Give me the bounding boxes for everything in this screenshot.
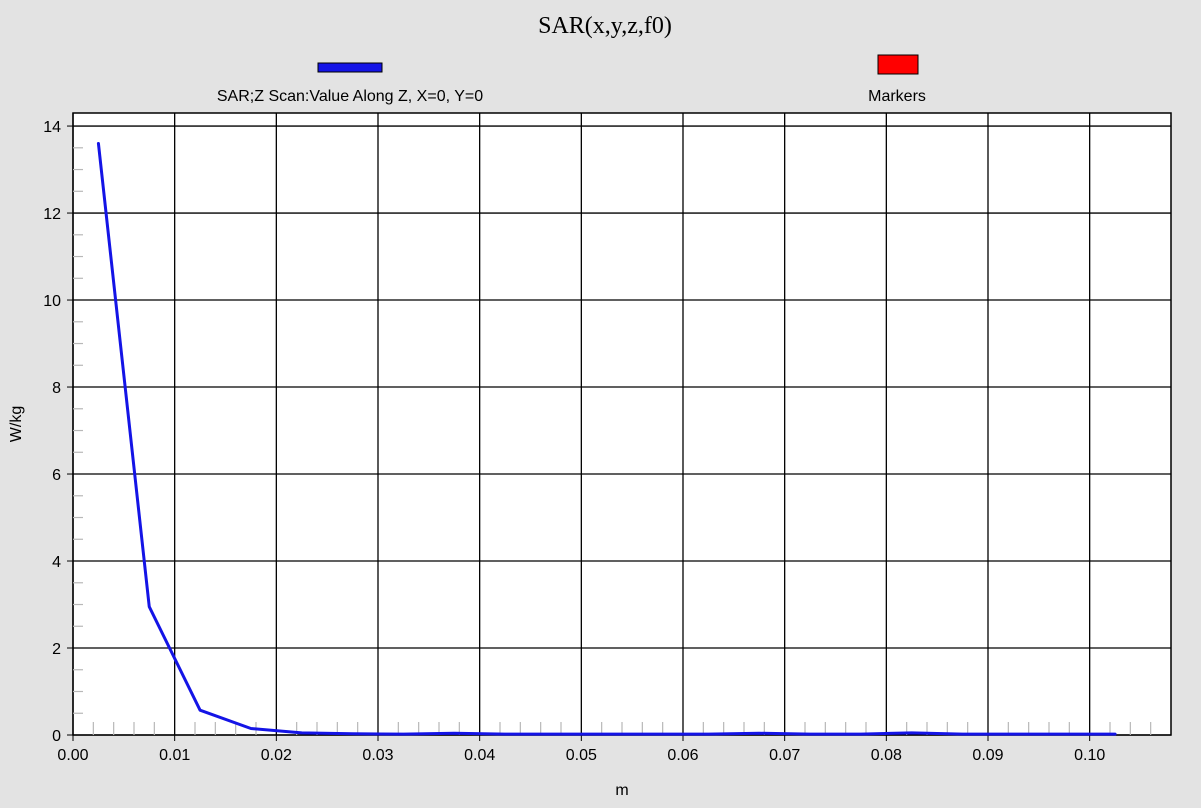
legend-label-series-1: SAR;Z Scan:Value Along Z, X=0, Y=0 [217,88,483,105]
y-tick-label: 6 [52,467,61,484]
x-tick-label: 0.01 [159,747,190,764]
x-tick-label: 0.02 [261,747,292,764]
legend: SAR;Z Scan:Value Along Z, X=0, Y=0 Marke… [217,55,926,105]
x-tick-label: 0.04 [464,747,495,764]
x-tick-label: 0.10 [1074,747,1105,764]
y-tick-label: 4 [52,554,61,571]
x-tick-label: 0.06 [667,747,698,764]
y-tick-label: 10 [43,293,61,310]
y-axis: 0 2 4 6 8 10 12 14 [43,119,73,745]
x-tick-label: 0.07 [769,747,800,764]
legend-swatch-series-2 [878,55,918,74]
legend-swatch-series-1 [318,63,382,72]
x-tick-label: 0.00 [57,747,88,764]
x-tick-label: 0.08 [871,747,902,764]
x-axis: 0.00 0.01 0.02 0.03 0.04 0.05 0.06 0.07 0.08 0.09… [57,735,1105,764]
y-axis-label: W/kg [8,406,25,442]
y-tick-label: 14 [43,119,61,136]
x-tick-label: 0.03 [362,747,393,764]
y-tick-label: 0 [52,728,61,745]
chart-title: SAR(x,y,z,f0) [538,13,672,39]
y-tick-label: 2 [52,641,61,658]
x-tick-label: 0.09 [972,747,1003,764]
x-tick-label: 0.05 [566,747,597,764]
y-tick-label: 8 [52,380,61,397]
x-axis-label: m [615,782,628,799]
y-tick-label: 12 [43,206,61,223]
plot-area [73,113,1171,735]
legend-label-series-2: Markers [868,88,926,105]
